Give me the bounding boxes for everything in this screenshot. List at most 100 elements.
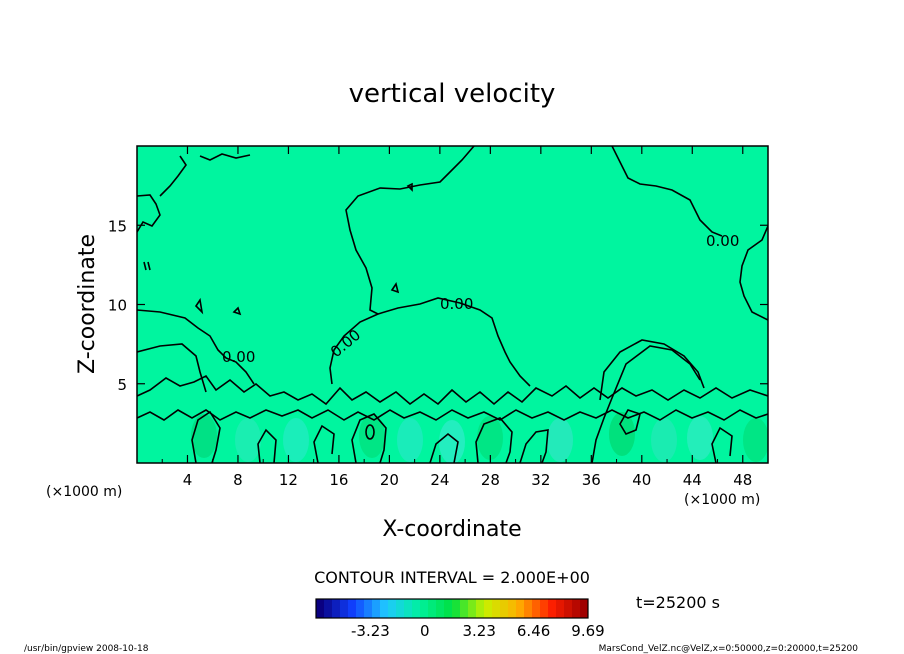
colorbar-cell [516,599,525,618]
colorbar-cell [420,599,429,618]
field-highlight [547,418,573,462]
contour-line [143,261,151,271]
colorbar-cell [404,599,413,618]
contour-line [137,409,768,421]
y-tick-label: 15 [108,217,127,235]
field-highlight [687,416,713,460]
contour-line [313,424,335,463]
colorbar-cell [444,599,453,618]
x-axis: 4 8 12 16 20 24 28 32 36 40 44 48 [161,146,752,489]
contour-line [137,343,207,393]
contour-line [599,339,705,401]
contour-line [591,345,701,463]
x-axis-unit-right: (×1000 m) [684,492,760,508]
x-tick-label: 40 [632,471,651,489]
plot-area: 0.00 0.00 0.00 0.00 [136,145,769,464]
colorbar-frame [315,598,589,619]
colorbar-cell [580,599,589,618]
contour-line [429,432,459,463]
contour-line [351,413,387,463]
x-axis-label: X-coordinate [382,517,521,542]
contour-lines [137,146,768,463]
contour-line [611,146,723,237]
field-highlight [609,412,635,456]
field-highlight [235,418,261,462]
contour-label: 0.00 [706,232,739,250]
colorbar-tick-label: 9.69 [571,622,604,640]
contour-line [137,309,255,385]
colorbar-cell [468,599,477,618]
footer-left: /usr/bin/gpview 2008-10-18 [24,644,149,654]
colorbar-cell [396,599,405,618]
colorbar-cell [460,599,469,618]
contour-line [194,297,204,315]
y-tick-label: 10 [108,297,127,315]
contour-label: 0.00 [222,348,255,366]
field-highlight [397,418,423,462]
x-tick-label: 16 [329,471,348,489]
contour-line [390,282,400,294]
contour-interval-text: CONTOUR INTERVAL = 2.000E+00 [314,568,590,587]
contour-line [739,225,768,321]
contour-line [365,424,375,440]
colorbar-cell [356,599,365,618]
contour-line [232,306,242,316]
colorbar-cell [508,599,517,618]
x-tick-label: 48 [733,471,752,489]
colorbar-cell [364,599,373,618]
x-tick-label: 12 [279,471,298,489]
field-highlights [191,412,768,463]
colorbar-cell [532,599,541,618]
x-tick-label: 24 [430,471,449,489]
colorbar-cell [548,599,557,618]
contour-line [406,182,413,192]
x-axis-unit-left: (×1000 m) [46,484,122,500]
field-highlight [743,418,768,462]
contour-line [711,426,733,463]
contour-line [191,410,221,463]
contour-line [329,313,379,385]
colorbar-cell [572,599,581,618]
colorbar-cell [348,599,357,618]
colorbar-tick-label: 0 [420,622,430,640]
colorbar-cell [428,599,437,618]
footer-right: MarsCond_VelZ.nc@VelZ,x=0:50000,z=0:2000… [599,644,859,654]
x-tick-label: 20 [380,471,399,489]
contour-line [137,374,768,406]
colorbar-cell [564,599,573,618]
y-axis: 5 10 15 [108,217,768,394]
colorbar-cell [324,599,333,618]
colorbar-cell [380,599,389,618]
y-axis-label: Z-coordinate [75,234,100,374]
colorbar-tick-label: 6.46 [517,622,550,640]
x-tick-label: 44 [683,471,702,489]
colorbar-cell [436,599,445,618]
contour-line [199,153,251,161]
y-tick-label: 5 [117,376,127,394]
field-highlight [283,418,309,462]
time-text: t=25200 s [636,593,720,612]
colorbar-tick-label: 3.23 [462,622,495,640]
colorbar-cell [484,599,493,618]
x-tick-label: 36 [582,471,601,489]
contour-line [345,146,531,387]
field-highlight [191,414,217,458]
contour-line [137,194,161,233]
x-tick-label: 28 [481,471,500,489]
colorbar-cell [492,599,501,618]
field-highlight [651,418,677,462]
contour-line [475,417,513,463]
colorbar-cell [500,599,509,618]
contour-label: 0.00 [440,295,473,313]
contour-line [257,428,277,463]
x-tick-label: 4 [183,471,193,489]
colorbar-tick-label: -3.23 [351,622,390,640]
contour-line [619,409,641,435]
colorbar-cell [524,599,533,618]
contour-line [519,429,549,463]
colorbar-cell [340,599,349,618]
colorbar-cell [316,599,325,618]
colorbar: -3.23 0 3.23 6.46 9.69 [315,598,605,640]
colorbar-cell [332,599,341,618]
